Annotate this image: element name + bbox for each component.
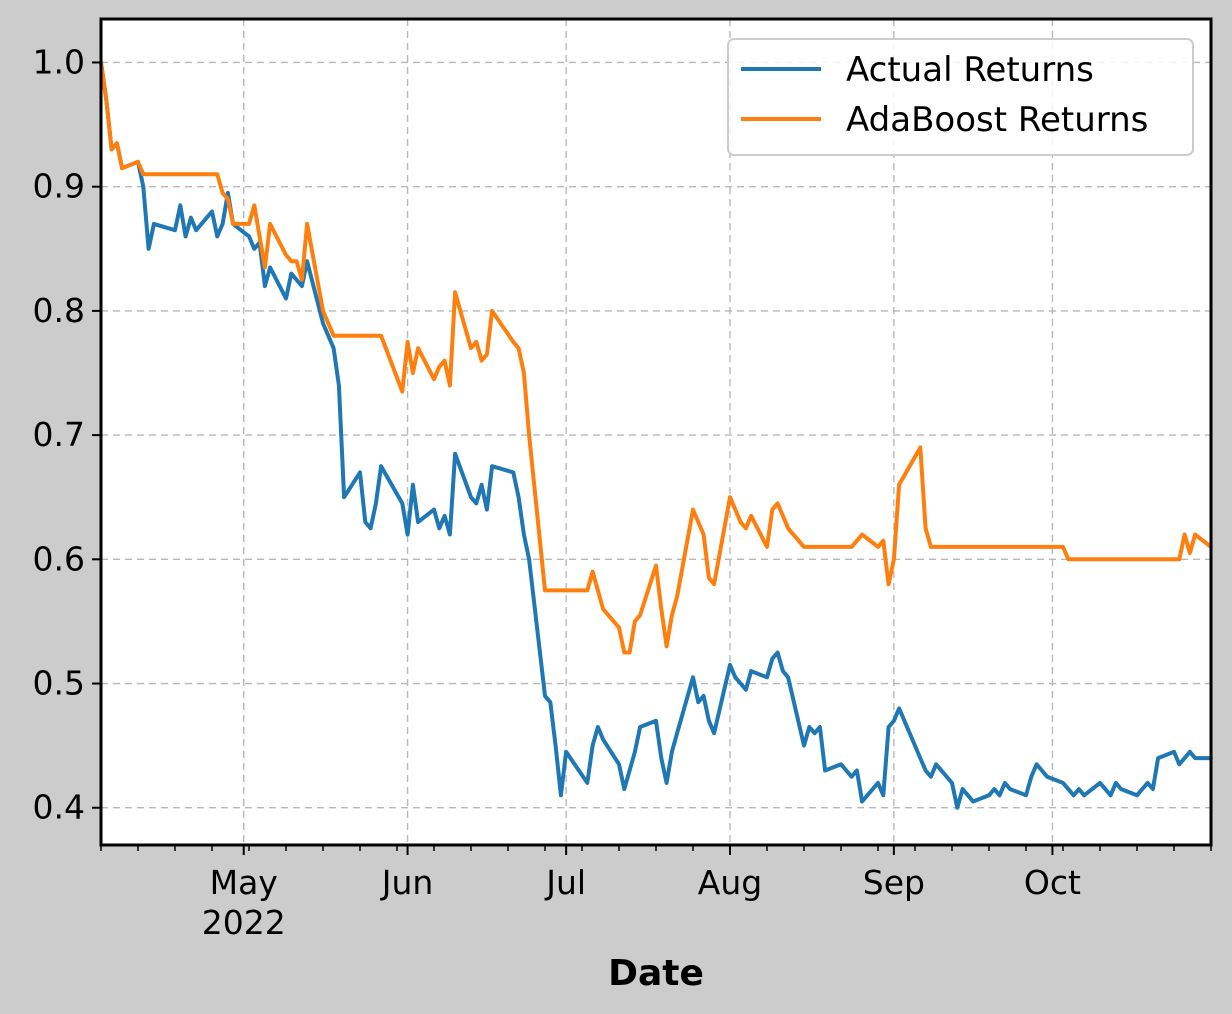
x-tick-label: Oct	[1024, 863, 1081, 902]
legend-label-adaboost-returns: AdaBoost Returns	[846, 100, 1148, 140]
series-line-adaboost-returns	[99, 60, 1213, 655]
y-tick-label: 0.4	[33, 788, 85, 827]
legend-box	[727, 38, 1194, 156]
x-tick-label: Sep	[863, 863, 925, 902]
y-tick-label: 0.6	[33, 539, 85, 578]
y-tick-label: 1.0	[33, 42, 85, 81]
x-tick-sublabel: 2022	[202, 903, 286, 942]
x-tick-label: May	[210, 863, 278, 902]
x-axis-label: Date	[608, 953, 704, 994]
y-tick-label: 0.8	[33, 291, 85, 330]
grid	[101, 19, 1211, 845]
series-layer	[99, 60, 1213, 810]
y-axis: 0.4 0.5 0.6 0.7 0.8 0.9 1.0	[33, 42, 101, 827]
x-tick-label: Jun	[380, 863, 434, 902]
x-tick-label: Aug	[698, 863, 762, 902]
y-tick-label: 0.5	[33, 664, 85, 703]
legend: Actual Returns AdaBoost Returns	[727, 38, 1194, 156]
series-line-actual-returns	[99, 60, 1213, 810]
legend-label-actual-returns: Actual Returns	[846, 50, 1094, 90]
y-tick-label: 0.9	[33, 167, 85, 206]
plot-area	[101, 19, 1211, 845]
x-tick-label: Jul	[544, 863, 586, 902]
y-tick-label: 0.7	[33, 415, 85, 454]
